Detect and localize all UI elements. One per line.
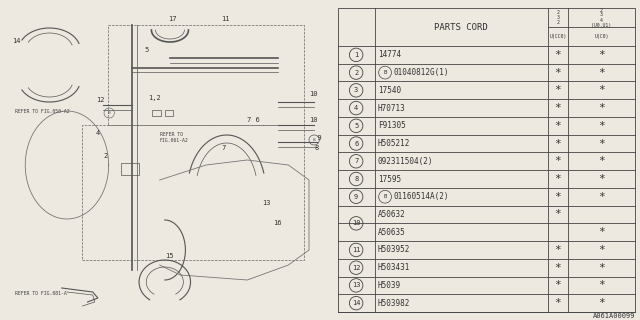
- Text: *: *: [554, 263, 561, 273]
- Text: 2: 2: [354, 70, 358, 76]
- Text: 6: 6: [354, 140, 358, 147]
- Text: 01040812G(1): 01040812G(1): [394, 68, 449, 77]
- Text: *: *: [598, 298, 605, 308]
- Text: *: *: [598, 50, 605, 60]
- Text: 14: 14: [12, 38, 21, 44]
- Text: *: *: [554, 192, 561, 202]
- Text: *: *: [598, 263, 605, 273]
- Text: *: *: [554, 280, 561, 291]
- Text: *: *: [598, 174, 605, 184]
- Text: *: *: [598, 121, 605, 131]
- Text: B: B: [313, 138, 316, 142]
- Text: 12: 12: [352, 265, 360, 271]
- Text: 13: 13: [262, 200, 271, 206]
- Text: 8: 8: [314, 145, 319, 151]
- Text: *: *: [554, 85, 561, 95]
- Text: *: *: [598, 227, 605, 237]
- Text: *: *: [554, 156, 561, 166]
- Text: H503431: H503431: [378, 263, 410, 272]
- Text: 1,2: 1,2: [148, 95, 161, 101]
- Text: *: *: [598, 139, 605, 148]
- Text: *: *: [598, 68, 605, 78]
- Text: *: *: [554, 139, 561, 148]
- Text: *: *: [598, 245, 605, 255]
- Text: *: *: [554, 210, 561, 220]
- Text: F91305: F91305: [378, 121, 405, 130]
- Text: 11: 11: [221, 16, 230, 22]
- Text: 3: 3: [354, 87, 358, 93]
- Bar: [165, 110, 173, 116]
- Text: 13: 13: [352, 283, 360, 288]
- Text: *: *: [554, 68, 561, 78]
- Text: A50632: A50632: [378, 210, 405, 219]
- Text: 7 6: 7 6: [247, 117, 260, 123]
- Text: *: *: [554, 298, 561, 308]
- Bar: [152, 110, 161, 116]
- Text: U(C0): U(C0): [595, 34, 609, 39]
- Text: 4: 4: [96, 130, 100, 136]
- Text: A061A00099: A061A00099: [593, 313, 635, 319]
- Text: 14: 14: [352, 300, 360, 306]
- Text: H70713: H70713: [378, 104, 405, 113]
- Text: 8: 8: [354, 176, 358, 182]
- Text: H5039: H5039: [378, 281, 401, 290]
- Text: U(CC0): U(CC0): [549, 34, 566, 39]
- Text: *: *: [598, 280, 605, 291]
- Text: 9: 9: [309, 135, 322, 141]
- Text: 1: 1: [354, 52, 358, 58]
- Text: H503952: H503952: [378, 245, 410, 254]
- Text: *: *: [554, 245, 561, 255]
- Text: *: *: [554, 174, 561, 184]
- Text: 11: 11: [352, 247, 360, 253]
- Text: *: *: [598, 192, 605, 202]
- Text: 16: 16: [273, 220, 282, 226]
- Text: B: B: [383, 70, 387, 75]
- Text: *: *: [598, 156, 605, 166]
- Text: *: *: [554, 103, 561, 113]
- Text: REFER TO FIG.081-A: REFER TO FIG.081-A: [15, 291, 67, 296]
- Text: 2
3
2: 2 3 2: [556, 10, 559, 25]
- Text: 15: 15: [165, 253, 173, 259]
- Text: 7: 7: [221, 145, 226, 151]
- Text: 5: 5: [144, 47, 148, 53]
- Text: 2: 2: [103, 153, 108, 159]
- Text: A50635: A50635: [378, 228, 405, 237]
- Text: 14774: 14774: [378, 50, 401, 60]
- Text: 092311504(2): 092311504(2): [378, 157, 433, 166]
- Text: H505212: H505212: [378, 139, 410, 148]
- Text: 10: 10: [309, 117, 317, 123]
- Text: *: *: [554, 50, 561, 60]
- Text: 01160514A(2): 01160514A(2): [394, 192, 449, 201]
- Bar: [120, 163, 139, 175]
- Text: 7: 7: [354, 158, 358, 164]
- Text: 2
3
4
(U0,U1): 2 3 4 (U0,U1): [591, 7, 611, 28]
- Text: 9: 9: [354, 194, 358, 200]
- Text: 17595: 17595: [378, 174, 401, 183]
- Text: *: *: [554, 121, 561, 131]
- Text: *: *: [598, 85, 605, 95]
- Text: PARTS CORD: PARTS CORD: [435, 22, 488, 31]
- Text: 10: 10: [352, 220, 360, 226]
- Text: *: *: [598, 103, 605, 113]
- Text: 10: 10: [309, 91, 317, 97]
- Text: 17: 17: [168, 16, 177, 22]
- Text: B: B: [383, 194, 387, 199]
- Text: B: B: [108, 111, 111, 115]
- Text: 12: 12: [96, 97, 104, 103]
- Text: REFER TO
FIG.061-A2: REFER TO FIG.061-A2: [159, 132, 188, 143]
- Text: H503982: H503982: [378, 299, 410, 308]
- Text: 4: 4: [354, 105, 358, 111]
- Text: REFER TO FIG.050-A2: REFER TO FIG.050-A2: [15, 109, 70, 114]
- Text: 17540: 17540: [378, 86, 401, 95]
- Text: 5: 5: [354, 123, 358, 129]
